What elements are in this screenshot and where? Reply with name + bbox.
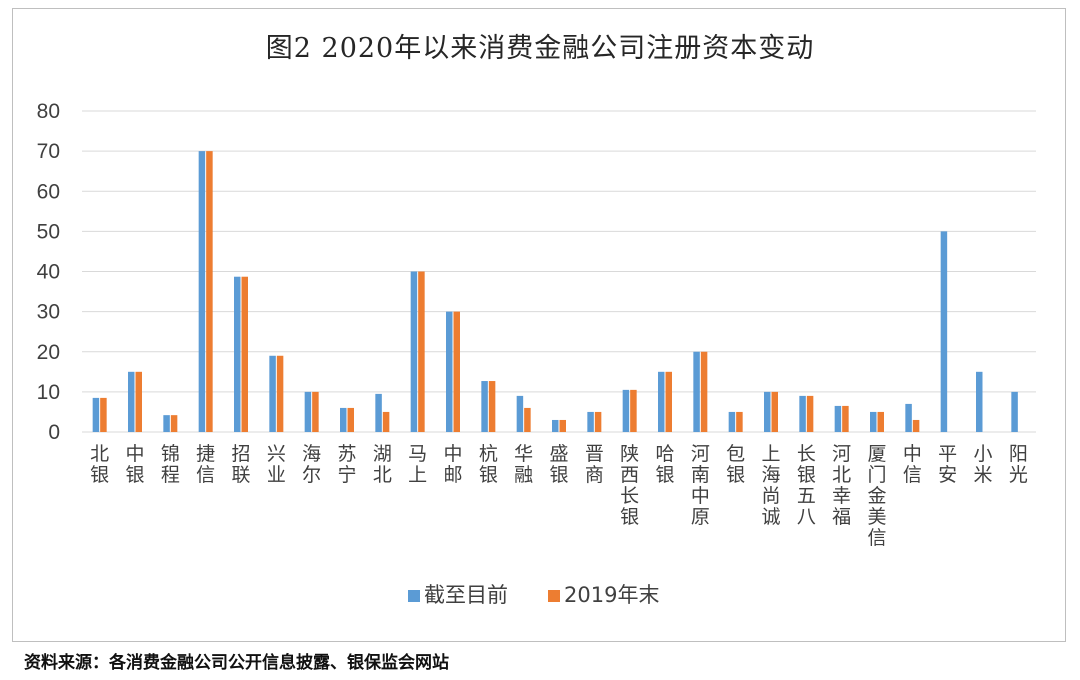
x-category-label: 海尔 — [302, 443, 321, 486]
bar-current — [940, 231, 948, 432]
legend-swatch — [408, 590, 420, 602]
bar-end2019 — [665, 371, 672, 432]
x-category-label: 北银 — [90, 443, 109, 486]
bar-end2019 — [135, 371, 142, 432]
x-category-label: 招联 — [231, 443, 250, 486]
bar-current — [622, 389, 630, 432]
y-tick-label: 10 — [37, 381, 60, 404]
bar-end2019 — [877, 411, 884, 432]
bar-end2019 — [806, 395, 814, 432]
x-category-label: 哈银 — [655, 443, 674, 486]
x-category-label: 陕西长银 — [620, 443, 639, 528]
bar-current — [92, 397, 100, 432]
bar-current — [269, 355, 276, 432]
y-tick-label: 80 — [37, 100, 60, 123]
bar-end2019 — [453, 311, 460, 432]
x-category-label: 河南中原 — [691, 443, 710, 528]
bar-current — [234, 276, 241, 432]
y-tick-label: 0 — [48, 421, 60, 444]
y-tick-label: 70 — [37, 140, 60, 163]
bar-current — [799, 395, 806, 432]
x-category-label: 杭银 — [479, 443, 498, 486]
x-category-label: 晋商 — [585, 443, 604, 486]
x-category-label: 湖北 — [373, 443, 392, 486]
x-category-label: 华融 — [514, 443, 533, 486]
bar-end2019 — [630, 389, 637, 432]
bar-end2019 — [100, 397, 107, 432]
bar-end2019 — [206, 151, 213, 432]
bar-current — [658, 371, 665, 432]
bar-end2019 — [842, 405, 849, 432]
bar-current — [304, 391, 312, 432]
bar-current — [870, 411, 877, 432]
bar-current — [163, 415, 170, 432]
chart-frame — [12, 8, 1066, 642]
bar-end2019 — [382, 411, 390, 432]
bar-current — [587, 411, 594, 432]
y-tick-label: 50 — [37, 220, 60, 243]
legend-swatch — [548, 590, 560, 602]
chart-title: 图2 2020年以来消费金融公司注册资本变动 — [265, 33, 815, 64]
legend-label: 截至目前 — [424, 583, 508, 607]
bar-current — [198, 151, 206, 432]
bar-end2019 — [170, 415, 178, 432]
bar-current — [834, 405, 842, 432]
x-category-label: 小米 — [973, 443, 992, 486]
x-category-label: 河北幸福 — [832, 443, 851, 528]
x-category-label: 包银 — [726, 443, 745, 486]
bar-end2019 — [912, 419, 920, 432]
bar-current — [728, 411, 736, 432]
source-note: 资料来源：各消费金融公司公开信息披露、银保监会网站 — [24, 653, 449, 673]
bar-end2019 — [559, 419, 566, 432]
bar-end2019 — [347, 407, 354, 432]
x-category-label: 马上 — [408, 443, 427, 486]
bar-current — [375, 393, 382, 432]
x-category-label: 中信 — [903, 443, 922, 486]
x-category-label: 厦门金美信 — [867, 443, 886, 549]
bar-end2019 — [700, 351, 708, 432]
bar-end2019 — [241, 276, 248, 432]
bar-end2019 — [594, 411, 602, 432]
y-tick-label: 40 — [37, 261, 60, 284]
x-category-label: 锦程 — [161, 443, 180, 486]
bar-current — [693, 351, 700, 432]
x-category-label: 上海尚诚 — [761, 443, 780, 528]
bar-end2019 — [771, 391, 778, 432]
bar-current — [552, 419, 559, 432]
bar-current — [481, 381, 488, 432]
bar-current — [128, 371, 135, 432]
bar-current — [1011, 391, 1018, 432]
bar-current — [340, 407, 347, 432]
legend-label: 2019年末 — [564, 583, 659, 607]
bar-end2019 — [418, 271, 425, 432]
bar-end2019 — [276, 355, 284, 432]
bar-current — [764, 391, 771, 432]
bar-current — [446, 311, 453, 432]
x-category-label: 盛银 — [549, 443, 568, 486]
bar-end2019 — [488, 381, 496, 432]
bar-current — [905, 403, 912, 432]
x-category-label: 兴业 — [267, 443, 286, 486]
x-category-label: 平安 — [938, 443, 957, 486]
x-category-label: 捷信 — [196, 443, 215, 486]
bar-end2019 — [524, 407, 531, 432]
bar-current — [976, 371, 983, 432]
y-tick-label: 20 — [37, 341, 60, 364]
y-tick-label: 60 — [37, 180, 60, 203]
bar-end2019 — [312, 391, 319, 432]
bar-chart: 0 10 20 30 40 50 60 70 80 北银中银锦程捷信招联兴业海尔苏宁湖北马上中邮杭… — [37, 100, 1036, 607]
y-tick-label: 30 — [37, 301, 60, 324]
bar-current — [410, 271, 418, 432]
bar-current — [516, 395, 524, 432]
x-category-label: 长银五八 — [797, 443, 816, 528]
bar-end2019 — [736, 411, 743, 432]
x-category-label: 中银 — [125, 443, 144, 486]
x-category-label: 苏宁 — [337, 443, 356, 486]
x-category-label: 阳光 — [1009, 443, 1028, 486]
x-category-label: 中邮 — [443, 443, 462, 486]
